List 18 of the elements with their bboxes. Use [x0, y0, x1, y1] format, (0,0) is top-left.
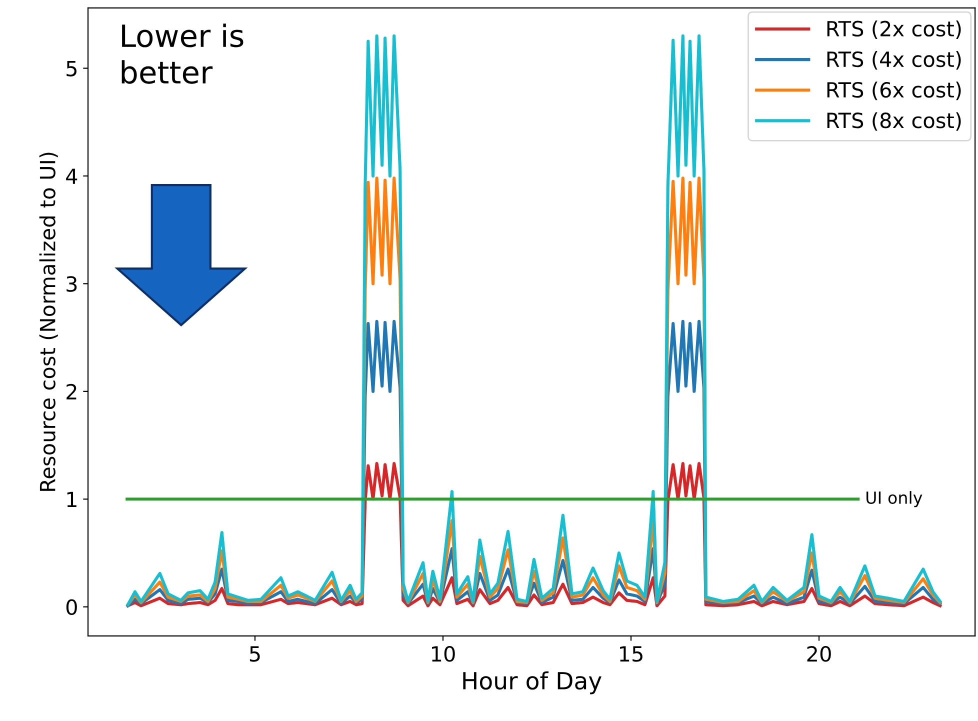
x-tick-label: 20: [807, 646, 831, 662]
x-tick-label: 5: [250, 646, 260, 662]
legend-label: RTS (6x cost): [827, 82, 961, 100]
y-tick-label: 2: [66, 384, 76, 400]
y-tick-label: 0: [66, 599, 77, 616]
x-axis-title: Hour of Day: [463, 671, 602, 694]
x-tick-label: 10: [432, 646, 455, 662]
y-tick-label: 1: [67, 492, 76, 508]
legend-label: RTS (8x cost): [827, 112, 961, 131]
y-tick-label: 4: [66, 168, 78, 184]
annotation: Lower is better: [122, 24, 244, 84]
legend-label: RTS (2x cost): [827, 20, 961, 40]
y-tick-label: 3: [66, 276, 77, 292]
x-tick-label: 15: [620, 646, 642, 662]
legend-label: RTS (4x cost): [827, 51, 961, 70]
y-tick-label: 5: [66, 60, 76, 76]
annotation: UI only: [866, 491, 922, 508]
y-axis-title: Resource cost (Normalized to UI): [39, 152, 58, 491]
